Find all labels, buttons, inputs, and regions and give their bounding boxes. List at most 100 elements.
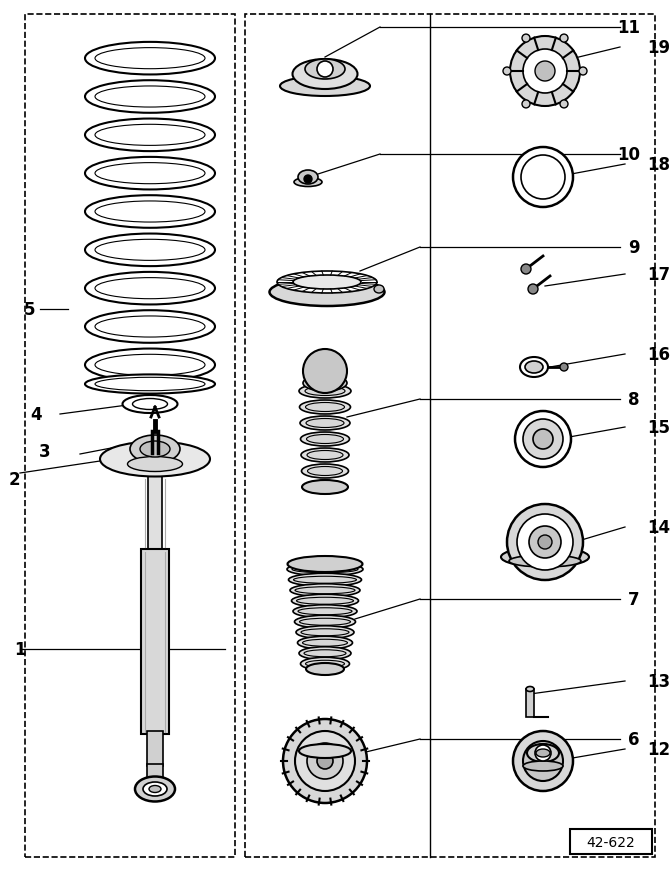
Ellipse shape xyxy=(85,273,215,305)
Text: 1: 1 xyxy=(14,640,25,659)
Ellipse shape xyxy=(525,361,543,374)
Ellipse shape xyxy=(295,587,355,594)
Circle shape xyxy=(307,743,343,779)
Circle shape xyxy=(521,156,565,200)
Circle shape xyxy=(535,62,555,82)
Ellipse shape xyxy=(298,608,352,615)
Ellipse shape xyxy=(305,60,345,80)
Ellipse shape xyxy=(294,178,322,188)
Circle shape xyxy=(522,35,530,43)
Ellipse shape xyxy=(95,355,205,376)
Circle shape xyxy=(304,175,312,184)
Ellipse shape xyxy=(297,637,352,650)
Ellipse shape xyxy=(292,567,358,573)
Text: 13: 13 xyxy=(647,673,670,690)
Ellipse shape xyxy=(85,349,215,381)
Circle shape xyxy=(295,731,355,791)
Ellipse shape xyxy=(287,556,362,573)
Text: 4: 4 xyxy=(30,405,42,424)
Ellipse shape xyxy=(509,555,581,567)
Text: 9: 9 xyxy=(628,239,640,257)
Ellipse shape xyxy=(299,384,351,398)
Ellipse shape xyxy=(526,687,534,692)
Ellipse shape xyxy=(536,749,550,757)
Ellipse shape xyxy=(303,375,347,391)
Circle shape xyxy=(510,37,580,107)
Text: 7: 7 xyxy=(628,590,640,609)
Ellipse shape xyxy=(143,782,167,796)
Bar xyxy=(148,474,162,554)
Ellipse shape xyxy=(293,605,357,618)
Ellipse shape xyxy=(85,158,215,190)
Circle shape xyxy=(521,265,531,275)
Circle shape xyxy=(507,504,583,581)
Circle shape xyxy=(503,68,511,76)
Ellipse shape xyxy=(306,419,344,428)
Ellipse shape xyxy=(307,451,343,460)
Text: 3: 3 xyxy=(38,443,50,460)
Ellipse shape xyxy=(269,279,385,307)
Ellipse shape xyxy=(135,777,175,802)
Ellipse shape xyxy=(306,403,344,412)
Text: 16: 16 xyxy=(647,346,670,364)
Ellipse shape xyxy=(95,163,205,184)
Ellipse shape xyxy=(301,448,349,462)
Ellipse shape xyxy=(85,196,215,229)
Bar xyxy=(147,764,163,792)
Ellipse shape xyxy=(297,597,354,604)
Ellipse shape xyxy=(123,396,178,414)
Circle shape xyxy=(538,535,552,549)
Text: 5: 5 xyxy=(23,301,35,318)
Ellipse shape xyxy=(527,745,559,762)
Ellipse shape xyxy=(289,574,362,587)
Ellipse shape xyxy=(305,387,345,396)
Ellipse shape xyxy=(85,81,215,114)
Ellipse shape xyxy=(95,240,205,261)
Ellipse shape xyxy=(85,310,215,344)
Circle shape xyxy=(560,35,568,43)
Bar xyxy=(25,15,235,857)
Circle shape xyxy=(522,101,530,109)
Circle shape xyxy=(523,50,567,94)
Circle shape xyxy=(517,515,573,570)
Ellipse shape xyxy=(287,563,363,576)
Ellipse shape xyxy=(95,317,205,338)
Ellipse shape xyxy=(374,286,384,294)
Text: 15: 15 xyxy=(647,418,670,437)
Ellipse shape xyxy=(95,202,205,223)
Ellipse shape xyxy=(291,595,358,608)
Ellipse shape xyxy=(299,618,350,625)
Circle shape xyxy=(283,719,367,803)
Ellipse shape xyxy=(308,467,342,476)
Bar xyxy=(570,829,652,854)
Ellipse shape xyxy=(293,275,361,289)
Ellipse shape xyxy=(293,576,356,583)
Ellipse shape xyxy=(301,658,350,671)
Ellipse shape xyxy=(127,457,182,472)
Circle shape xyxy=(523,419,563,460)
Ellipse shape xyxy=(299,647,351,660)
Ellipse shape xyxy=(520,358,548,378)
Ellipse shape xyxy=(302,639,348,646)
Bar xyxy=(147,731,163,766)
Ellipse shape xyxy=(85,375,215,394)
Circle shape xyxy=(317,753,333,769)
Text: 18: 18 xyxy=(647,156,670,174)
Ellipse shape xyxy=(85,234,215,267)
Ellipse shape xyxy=(302,481,348,495)
Ellipse shape xyxy=(300,417,350,431)
Bar xyxy=(245,15,655,857)
Ellipse shape xyxy=(299,401,350,415)
Ellipse shape xyxy=(306,435,344,444)
Text: 14: 14 xyxy=(647,518,670,537)
Text: 17: 17 xyxy=(647,266,670,283)
Circle shape xyxy=(560,364,568,372)
Ellipse shape xyxy=(277,272,377,294)
Ellipse shape xyxy=(133,399,168,410)
Circle shape xyxy=(529,526,561,559)
Ellipse shape xyxy=(100,442,210,477)
Ellipse shape xyxy=(302,465,348,479)
Ellipse shape xyxy=(95,125,205,146)
Ellipse shape xyxy=(290,584,360,597)
Ellipse shape xyxy=(280,77,370,96)
